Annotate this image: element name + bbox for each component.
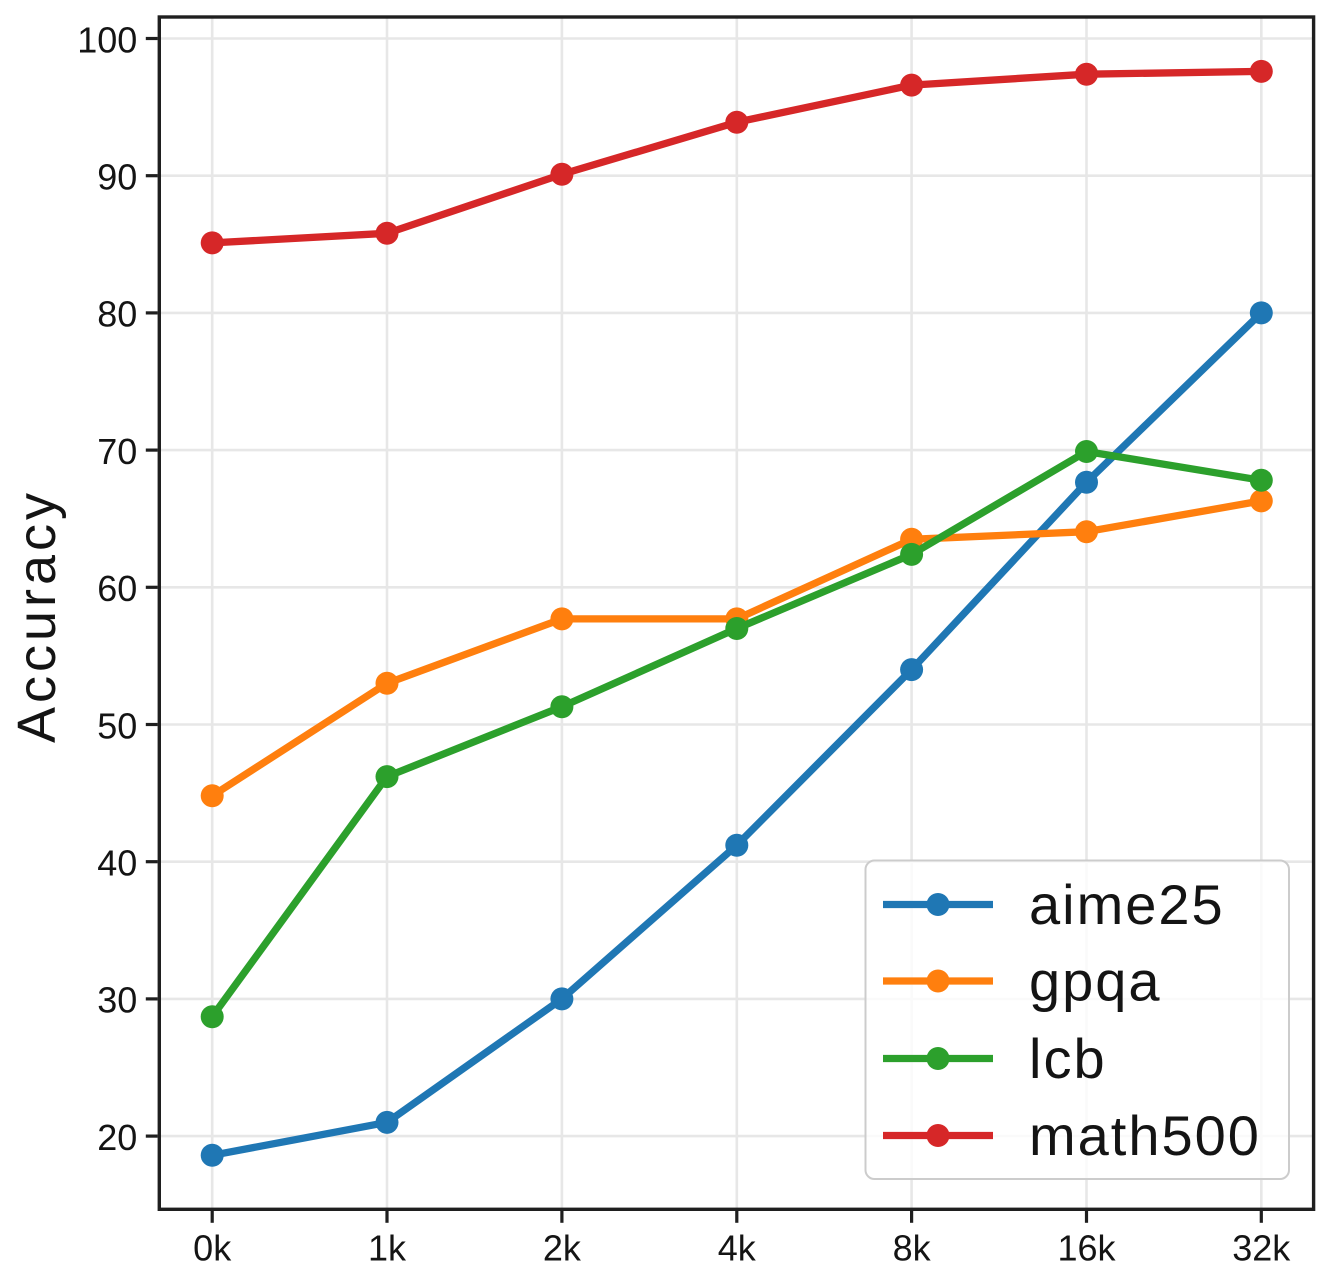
- svg-text:60: 60: [97, 568, 137, 609]
- svg-text:4k: 4k: [718, 1227, 757, 1268]
- svg-text:gpqa: gpqa: [1029, 950, 1162, 1013]
- svg-text:lcb: lcb: [1029, 1027, 1107, 1090]
- svg-text:1k: 1k: [368, 1227, 407, 1268]
- svg-text:Accuracy: Accuracy: [7, 489, 67, 743]
- svg-text:20: 20: [97, 1117, 137, 1158]
- svg-text:40: 40: [97, 843, 137, 884]
- svg-text:0k: 0k: [193, 1227, 232, 1268]
- svg-text:math500: math500: [1029, 1104, 1261, 1167]
- svg-text:70: 70: [97, 431, 137, 472]
- svg-text:32k: 32k: [1232, 1227, 1291, 1268]
- svg-text:aime25: aime25: [1029, 873, 1225, 936]
- svg-text:30: 30: [97, 980, 137, 1021]
- svg-text:50: 50: [97, 705, 137, 746]
- svg-text:16k: 16k: [1057, 1227, 1116, 1268]
- svg-text:90: 90: [97, 157, 137, 198]
- svg-text:8k: 8k: [893, 1227, 932, 1268]
- svg-text:80: 80: [97, 294, 137, 335]
- svg-text:2k: 2k: [543, 1227, 582, 1268]
- svg-text:100: 100: [77, 19, 137, 60]
